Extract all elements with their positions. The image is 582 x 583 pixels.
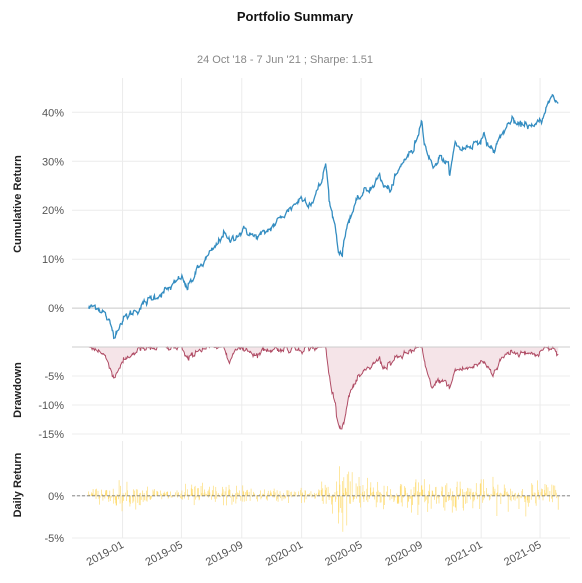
dd-ytick-label: -5%: [44, 371, 64, 383]
figure-subtitle: 24 Oct '18 - 7 Jun '21 ; Sharpe: 1.51: [197, 54, 373, 66]
figure-title: Portfolio Summary: [237, 9, 354, 24]
cum-ytick-label: 30%: [42, 156, 64, 168]
cumulative-return-ylabel: Cumulative Return: [12, 155, 24, 253]
x-tick-label: 2019-09: [204, 539, 245, 569]
cum-ytick-label: 20%: [42, 205, 64, 217]
daily-grid: [72, 441, 570, 539]
daily-return-panel: 0% -5% Daily Return: [12, 441, 570, 545]
daily-y-ticks: 0% -5%: [44, 491, 64, 545]
cumulative-return-panel: 0% 10% 20% 30% 40% Cumulative Return: [12, 78, 570, 340]
dd-ytick-label: -15%: [38, 429, 64, 441]
x-tick-label: 2021-01: [443, 539, 484, 569]
cum-ytick-label: 40%: [42, 107, 64, 119]
daily-return-ylabel: Daily Return: [12, 452, 24, 517]
drawdown-area: [88, 347, 559, 429]
drawdown-ylabel: Drawdown: [12, 362, 24, 418]
cumulative-grid: [72, 78, 570, 340]
x-tick-label: 2021-05: [502, 539, 543, 569]
x-tick-label: 2020-01: [264, 539, 305, 569]
x-tick-label: 2019-01: [85, 539, 126, 569]
cumulative-return-line: [88, 93, 559, 340]
cumulative-y-ticks: 0% 10% 20% 30% 40%: [42, 107, 64, 315]
x-tick-label: 2020-05: [323, 539, 364, 569]
dd-ytick-label: -10%: [38, 400, 64, 412]
x-tick-label: 2019-05: [144, 539, 185, 569]
x-tick-label: 2020-09: [383, 539, 424, 569]
cum-ytick-label: 0%: [48, 303, 64, 315]
drawdown-panel: -5% -10% -15% Drawdown: [12, 345, 570, 441]
drawdown-grid: [72, 347, 570, 435]
daily-return-bars: [88, 466, 559, 532]
daily-ytick-label: -5%: [44, 533, 64, 545]
cum-ytick-label: 10%: [42, 254, 64, 266]
daily-ytick-label: 0%: [48, 491, 64, 503]
x-axis-ticks: 2019-01 2019-05 2019-09 2020-01 2020-05 2020-…: [85, 539, 544, 569]
drawdown-y-ticks: -5% -10% -15%: [38, 371, 64, 441]
